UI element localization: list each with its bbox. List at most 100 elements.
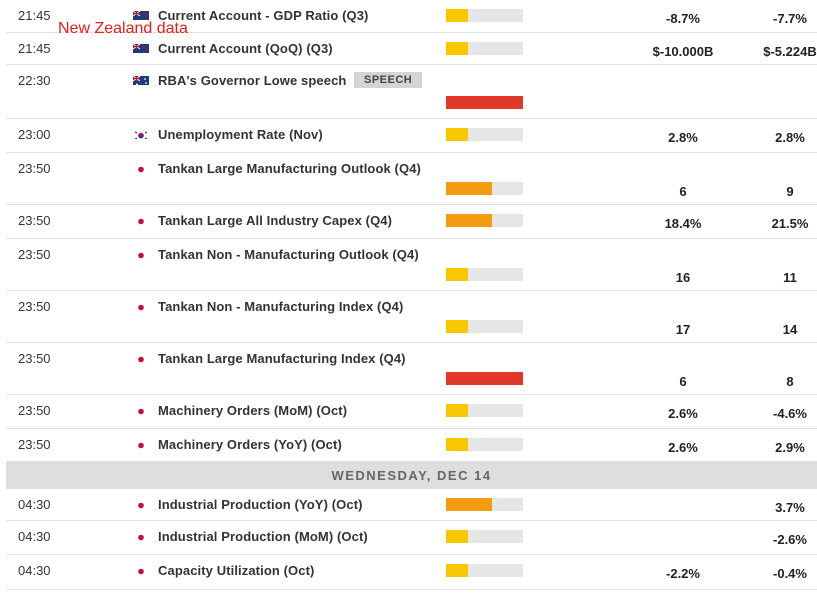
previous-value: -4.6% — [773, 406, 807, 421]
event-row: 04:30 Industrial Production (YoY) (Oct) 3.… — [6, 489, 817, 521]
actual-value: 17 — [675, 322, 691, 337]
time: 21:45 — [18, 41, 51, 56]
previous-value: $-5.224B — [763, 44, 817, 59]
event-name: Current Account (QoQ) (Q3) — [158, 41, 333, 56]
event-row: 23:50 Tankan Large Manufacturing Outlook … — [6, 153, 817, 205]
time: 23:50 — [18, 351, 51, 366]
event-row: 23:50 Tankan Large Manufacturing Index (Q… — [6, 343, 817, 395]
impact-fill — [446, 268, 468, 281]
flag-icon — [133, 162, 149, 173]
time: 21:45 — [18, 8, 51, 23]
event-name: Industrial Production (YoY) (Oct) — [158, 497, 363, 512]
previous-value: -0.4% — [773, 566, 807, 581]
actual-value: 2.8% — [668, 130, 698, 145]
impact-bar — [446, 498, 523, 511]
event-name: Tankan Non - Manufacturing Outlook (Q4) — [158, 247, 419, 262]
impact-bar — [446, 372, 523, 385]
actual-value: 6 — [679, 184, 687, 199]
flag-icon — [133, 128, 149, 139]
previous-value: 14 — [782, 322, 798, 337]
event-row: 22:30 RBA's Governor Lowe speech SPEECH — [6, 65, 817, 119]
impact-fill — [446, 182, 492, 195]
previous-value: -2.6% — [773, 532, 807, 547]
flag-icon — [133, 438, 149, 449]
event-row: 23:00 Unemployment Rate (Nov) 2.8% 2.8% — [6, 119, 817, 153]
event-name: Unemployment Rate (Nov) — [158, 127, 323, 142]
impact-bar — [446, 182, 523, 195]
flag-icon — [133, 404, 149, 415]
impact-bar — [446, 404, 523, 417]
event-name: Tankan Large Manufacturing Outlook (Q4) — [158, 161, 421, 176]
actual-value: 16 — [675, 270, 691, 285]
impact-bar — [446, 96, 523, 109]
flag-icon — [133, 74, 149, 85]
previous-value: 8 — [786, 374, 794, 389]
actual-value: -2.2% — [666, 566, 700, 581]
event-row: 04:30 Capacity Utilization (Oct) -2.2% -0.4… — [6, 555, 817, 590]
impact-fill — [446, 372, 523, 385]
event-name: Tankan Large All Industry Capex (Q4) — [158, 213, 393, 228]
event-row: 21:45 Current Account - GDP Ratio (Q3) -8.… — [6, 0, 817, 33]
previous-value: 2.8% — [775, 130, 805, 145]
impact-bar — [446, 42, 523, 55]
flag-icon — [133, 498, 149, 509]
flag-icon — [133, 9, 149, 20]
time: 23:00 — [18, 127, 51, 142]
impact-fill — [446, 320, 468, 333]
event-row: 23:50 Tankan Large All Industry Capex (Q4… — [6, 205, 817, 239]
time: 04:30 — [18, 529, 51, 544]
flag-icon — [133, 248, 149, 259]
previous-value: 3.7% — [775, 500, 805, 515]
event-row: 23:50 Machinery Orders (MoM) (Oct) 2.6% -4.… — [6, 395, 817, 429]
impact-bar — [446, 320, 523, 333]
event-name: RBA's Governor Lowe speech — [158, 73, 347, 88]
actual-value: 6 — [679, 374, 687, 389]
event-name: Industrial Production (MoM) (Oct) — [158, 529, 368, 544]
impact-fill — [446, 9, 468, 22]
impact-fill — [446, 404, 468, 417]
previous-value: -7.7% — [773, 11, 807, 26]
previous-value: 9 — [786, 184, 794, 199]
impact-fill — [446, 530, 468, 543]
time: 23:50 — [18, 247, 51, 262]
time: 04:30 — [18, 497, 51, 512]
flag-icon — [133, 300, 149, 311]
day-header: WEDNESDAY, DEC 14 — [6, 462, 817, 489]
time: 23:50 — [18, 213, 51, 228]
flag-icon — [133, 352, 149, 363]
event-name: Tankan Large Manufacturing Index (Q4) — [158, 351, 406, 366]
event-row: 23:50 Machinery Orders (YoY) (Oct) 2.6% 2.9… — [6, 429, 817, 462]
actual-value: -8.7% — [666, 11, 700, 26]
impact-fill — [446, 214, 492, 227]
impact-fill — [446, 498, 492, 511]
event-row: 23:50 Tankan Non - Manufacturing Index (Q… — [6, 291, 817, 343]
annotation: New Zealand data — [58, 20, 188, 37]
event-row: 23:50 Tankan Non - Manufacturing Outlook … — [6, 239, 817, 291]
flag-icon — [133, 530, 149, 541]
impact-bar — [446, 530, 523, 543]
actual-value: 18.4% — [664, 216, 702, 231]
event-name: Machinery Orders (MoM) (Oct) — [158, 403, 348, 418]
impact-fill — [446, 438, 468, 451]
impact-fill — [446, 42, 468, 55]
impact-fill — [446, 128, 468, 141]
time: 23:50 — [18, 299, 51, 314]
flag-icon — [133, 564, 149, 575]
previous-value: 21.5% — [771, 216, 809, 231]
impact-bar — [446, 214, 523, 227]
event-row: 21:45 Current Account (QoQ) (Q3) $-10.000B… — [6, 33, 817, 65]
impact-bar — [446, 9, 523, 22]
impact-fill — [446, 564, 468, 577]
event-name: Current Account - GDP Ratio (Q3) — [158, 8, 369, 23]
time: 23:50 — [18, 437, 51, 452]
previous-value: 11 — [783, 270, 797, 285]
flag-icon — [133, 214, 149, 225]
impact-bar — [446, 268, 523, 281]
impact-bar — [446, 438, 523, 451]
previous-value: 2.9% — [775, 440, 805, 455]
event-row: 04:30 Industrial Production (MoM) (Oct) -2… — [6, 521, 817, 555]
impact-bar — [446, 128, 523, 141]
event-name: Machinery Orders (YoY) (Oct) — [158, 437, 342, 452]
impact-fill — [446, 96, 523, 109]
